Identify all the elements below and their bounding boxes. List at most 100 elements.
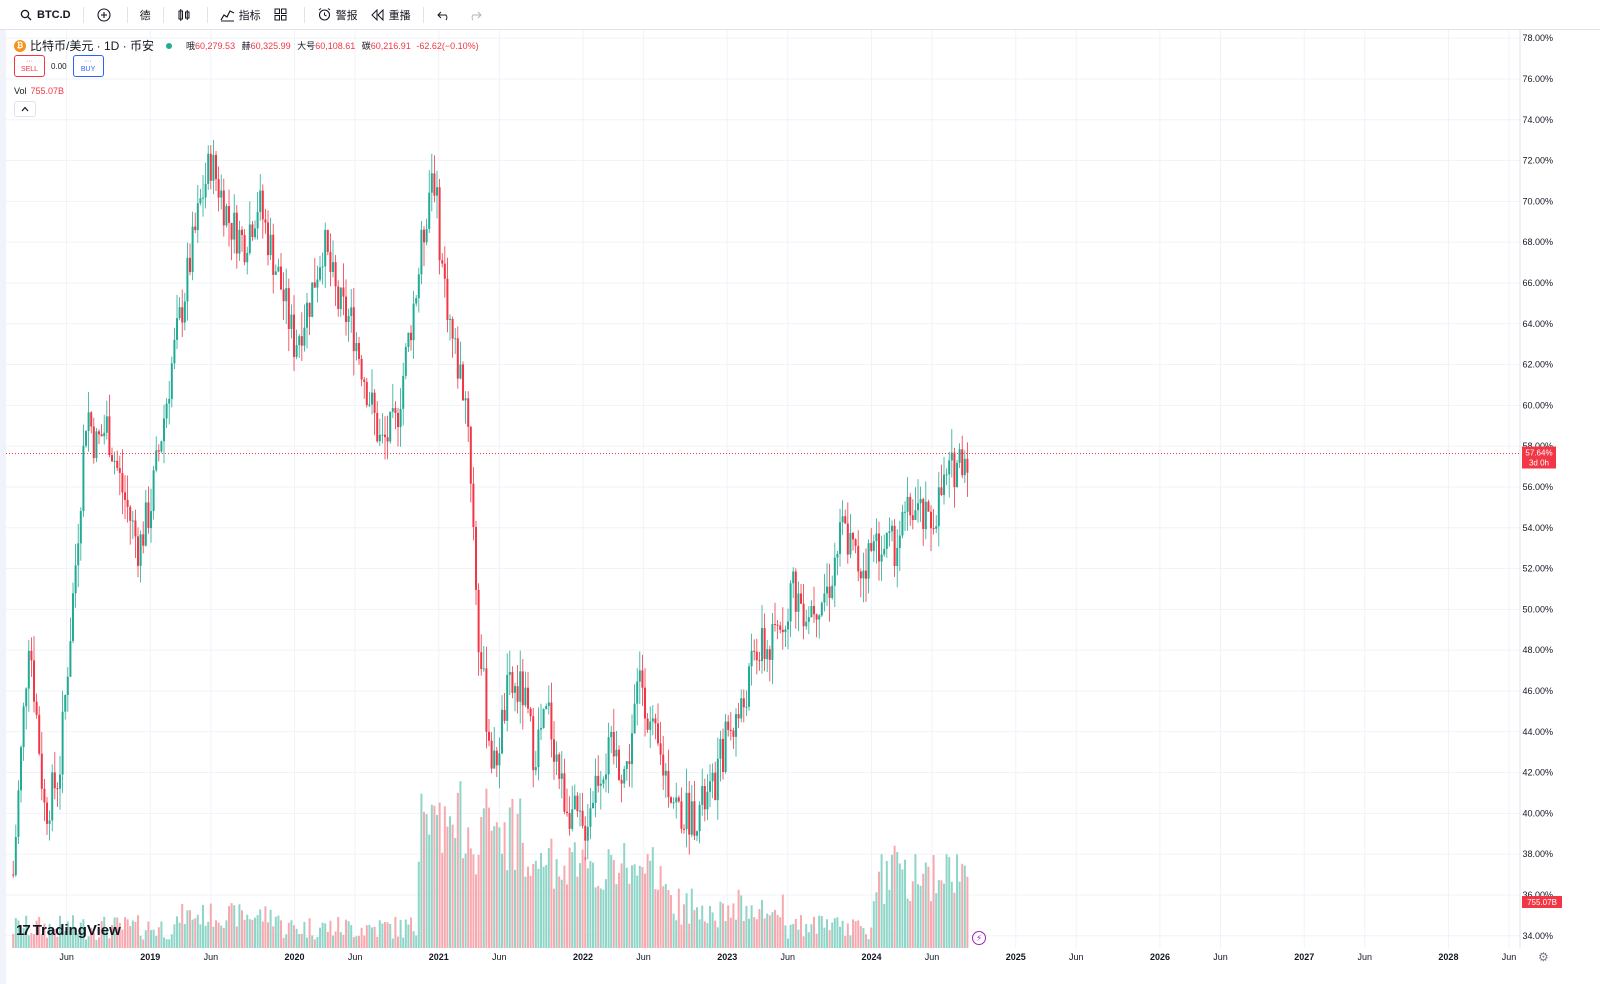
volume-bar bbox=[927, 866, 930, 948]
candle-body bbox=[638, 670, 641, 682]
volume-bar bbox=[610, 855, 613, 948]
left-toolbar-edge bbox=[0, 30, 6, 984]
volume-bar bbox=[581, 849, 584, 948]
volume-bar bbox=[365, 925, 368, 948]
candle-body bbox=[836, 553, 839, 558]
candle-body bbox=[594, 775, 597, 803]
volume-bar bbox=[592, 862, 595, 948]
gear-icon[interactable]: ⚙ bbox=[1538, 950, 1549, 964]
candle-body bbox=[961, 449, 964, 476]
volume-bar bbox=[909, 901, 912, 948]
volume-bar bbox=[753, 917, 756, 948]
candle-body bbox=[490, 740, 493, 769]
candle-body bbox=[940, 487, 943, 495]
candle-body bbox=[373, 392, 376, 413]
candle-body bbox=[69, 641, 72, 677]
volume-bar bbox=[280, 920, 283, 948]
candle-body bbox=[108, 416, 111, 456]
volume-bar bbox=[51, 927, 54, 948]
volume-bar bbox=[311, 935, 314, 948]
redo-button[interactable] bbox=[461, 0, 492, 30]
collapse-legend-button[interactable] bbox=[14, 101, 36, 117]
candle-body bbox=[503, 709, 506, 721]
candle-body bbox=[828, 586, 831, 598]
candle-body bbox=[685, 792, 688, 830]
candle-body bbox=[12, 874, 15, 876]
replay-button[interactable]: 重播 bbox=[364, 0, 417, 30]
volume-bar bbox=[376, 936, 379, 948]
volume-bar bbox=[22, 927, 25, 948]
volume-bar bbox=[69, 931, 72, 948]
market-status-icon[interactable] bbox=[166, 42, 173, 49]
volume-bar bbox=[241, 910, 244, 948]
interval-button[interactable]: 德 bbox=[139, 9, 151, 22]
candle-body bbox=[901, 511, 904, 536]
candle-body bbox=[407, 332, 410, 348]
candle-body bbox=[446, 278, 449, 320]
volume-bar bbox=[586, 868, 589, 948]
grid-layout-icon bbox=[273, 7, 289, 23]
volume-bar bbox=[963, 865, 966, 948]
candle-body bbox=[371, 392, 374, 405]
lightning-icon[interactable]: ⚡ bbox=[972, 931, 986, 945]
candle-body bbox=[183, 301, 186, 323]
volume-bar bbox=[300, 933, 303, 948]
candle-body bbox=[428, 192, 431, 229]
candle-body bbox=[207, 153, 210, 184]
candle-body bbox=[308, 302, 311, 317]
volume-bar bbox=[264, 906, 267, 948]
candle-body bbox=[77, 543, 80, 566]
undo-button[interactable] bbox=[430, 0, 461, 30]
candle-body bbox=[345, 296, 348, 322]
candle-body bbox=[35, 701, 38, 715]
candle-body bbox=[269, 234, 272, 256]
volume-bar bbox=[446, 826, 449, 948]
candle-body bbox=[555, 754, 558, 762]
tradingview-logo[interactable]: 17 TradingView bbox=[16, 922, 121, 939]
x-tick-label: Jun bbox=[1069, 952, 1084, 962]
layouts-button[interactable] bbox=[267, 0, 298, 30]
volume-bar bbox=[368, 924, 371, 948]
candle-body bbox=[451, 318, 454, 339]
volume-bar bbox=[872, 901, 875, 948]
price-chart[interactable]: 34.00% 36.00% 38.00% 40.00% 42.00% 44.00% 46.0… bbox=[0, 30, 1600, 984]
volume-bar bbox=[433, 805, 436, 948]
sell-button[interactable]: ··· SELL bbox=[14, 55, 45, 77]
volume-bar bbox=[922, 873, 925, 948]
chart-type-button[interactable] bbox=[170, 0, 201, 30]
volume-bar bbox=[423, 811, 426, 948]
candle-body bbox=[17, 790, 20, 837]
candle-body bbox=[199, 198, 202, 204]
volume-bar bbox=[332, 935, 335, 948]
symbol-search-button[interactable]: BTC.D bbox=[12, 0, 77, 30]
indicators-button[interactable]: 指标 bbox=[214, 0, 267, 30]
buy-button[interactable]: ··· BUY bbox=[72, 55, 104, 77]
candle-body bbox=[620, 779, 623, 784]
buy-label: BUY bbox=[80, 66, 96, 73]
volume-bar bbox=[659, 866, 662, 948]
candle-body bbox=[680, 801, 683, 829]
volume-bar bbox=[930, 901, 933, 948]
volume-bar bbox=[898, 863, 901, 948]
candle-body bbox=[243, 235, 246, 263]
volume-bar bbox=[514, 869, 517, 948]
x-tick-label: 2023 bbox=[717, 952, 737, 962]
volume-bar bbox=[82, 919, 85, 948]
volume-bar bbox=[672, 913, 675, 948]
sell-price: ··· bbox=[26, 58, 33, 65]
volume-bar bbox=[371, 927, 374, 948]
compare-symbol-button[interactable] bbox=[90, 0, 121, 30]
candle-body bbox=[584, 825, 587, 841]
x-tick-label: Jun bbox=[1213, 952, 1228, 962]
candle-body bbox=[386, 437, 389, 442]
candle-body bbox=[870, 543, 873, 551]
candle-body bbox=[909, 496, 912, 516]
volume-bar bbox=[833, 918, 836, 948]
volume-bar bbox=[563, 865, 566, 948]
symbol-title[interactable]: 比特币/美元 · 1D · 币安 bbox=[30, 39, 155, 53]
candle-body bbox=[789, 583, 792, 622]
y-tick-label: 54.00% bbox=[1522, 523, 1553, 533]
volume-bar bbox=[61, 923, 64, 948]
volume-bar bbox=[696, 907, 699, 948]
alerts-button[interactable]: 警报 bbox=[311, 0, 364, 30]
